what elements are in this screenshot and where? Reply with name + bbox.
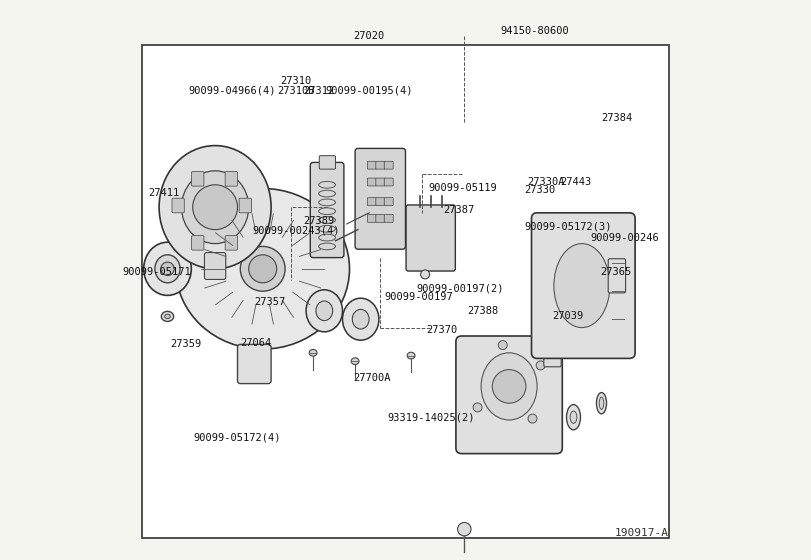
Text: 27700A: 27700A (353, 373, 391, 383)
Circle shape (473, 403, 482, 412)
Text: 27064: 27064 (240, 338, 271, 348)
Text: 94150-80600: 94150-80600 (500, 26, 569, 36)
Ellipse shape (596, 393, 607, 414)
Circle shape (240, 246, 285, 291)
FancyBboxPatch shape (608, 259, 625, 293)
Ellipse shape (165, 314, 170, 319)
Text: 90099-05171: 90099-05171 (122, 267, 191, 277)
Text: 27310: 27310 (281, 76, 312, 86)
FancyBboxPatch shape (320, 156, 336, 169)
Text: 93319-14025(2): 93319-14025(2) (388, 412, 475, 422)
FancyBboxPatch shape (375, 214, 384, 222)
Text: 27020: 27020 (354, 31, 384, 41)
Text: 90099-04966(4): 90099-04966(4) (188, 86, 276, 96)
Ellipse shape (554, 244, 610, 328)
Ellipse shape (342, 298, 379, 340)
Text: 27310B: 27310B (277, 86, 315, 96)
FancyBboxPatch shape (367, 161, 376, 169)
Text: 27039: 27039 (552, 311, 584, 321)
FancyBboxPatch shape (238, 344, 271, 384)
FancyBboxPatch shape (384, 178, 393, 186)
Ellipse shape (161, 311, 174, 321)
Ellipse shape (567, 404, 581, 430)
Text: 27411: 27411 (148, 188, 179, 198)
FancyBboxPatch shape (375, 161, 384, 169)
FancyBboxPatch shape (384, 161, 393, 169)
FancyBboxPatch shape (191, 236, 204, 250)
Circle shape (249, 255, 277, 283)
FancyBboxPatch shape (142, 45, 669, 538)
Text: 90099-00197(2): 90099-00197(2) (417, 283, 504, 293)
Ellipse shape (599, 397, 603, 409)
Ellipse shape (176, 189, 350, 349)
Circle shape (528, 414, 537, 423)
Ellipse shape (351, 358, 359, 365)
Text: 27357: 27357 (255, 297, 285, 307)
Text: 27370: 27370 (427, 325, 457, 335)
Text: 90099-05172(3): 90099-05172(3) (524, 222, 611, 232)
FancyBboxPatch shape (204, 253, 225, 279)
Text: 27388: 27388 (467, 306, 499, 316)
FancyBboxPatch shape (355, 148, 406, 249)
Text: 27384: 27384 (601, 113, 633, 123)
Text: 90099-00197: 90099-00197 (384, 292, 453, 302)
FancyBboxPatch shape (239, 198, 251, 213)
Text: 90099-05119: 90099-05119 (429, 183, 498, 193)
Ellipse shape (407, 352, 415, 359)
FancyBboxPatch shape (172, 198, 184, 213)
FancyBboxPatch shape (191, 171, 204, 186)
Ellipse shape (182, 171, 249, 244)
Text: 27330A: 27330A (527, 177, 564, 187)
Ellipse shape (155, 255, 180, 283)
Text: 27365: 27365 (600, 267, 631, 277)
FancyBboxPatch shape (531, 213, 635, 358)
Circle shape (457, 522, 471, 536)
Ellipse shape (570, 411, 577, 423)
FancyBboxPatch shape (384, 198, 393, 206)
FancyBboxPatch shape (375, 198, 384, 206)
Circle shape (421, 270, 430, 279)
Text: 27443: 27443 (560, 177, 592, 187)
Text: 27312: 27312 (303, 86, 334, 96)
Text: 90099-00195(4): 90099-00195(4) (325, 86, 413, 96)
FancyBboxPatch shape (367, 214, 376, 222)
Text: 27387: 27387 (443, 205, 474, 215)
FancyBboxPatch shape (225, 236, 238, 250)
FancyBboxPatch shape (375, 178, 384, 186)
Ellipse shape (352, 310, 369, 329)
FancyBboxPatch shape (406, 205, 455, 271)
FancyBboxPatch shape (544, 349, 561, 367)
Circle shape (536, 361, 545, 370)
Text: 190917-A: 190917-A (615, 528, 669, 538)
Text: 27359: 27359 (170, 339, 202, 349)
Circle shape (498, 340, 507, 349)
Ellipse shape (481, 353, 537, 420)
Ellipse shape (144, 242, 191, 296)
FancyBboxPatch shape (367, 178, 376, 186)
FancyBboxPatch shape (225, 171, 238, 186)
Circle shape (161, 262, 174, 276)
Text: 90099-05172(4): 90099-05172(4) (194, 433, 281, 443)
Ellipse shape (309, 349, 317, 356)
Ellipse shape (159, 146, 271, 269)
Ellipse shape (306, 290, 342, 332)
Text: 90099-00246: 90099-00246 (590, 233, 659, 243)
FancyBboxPatch shape (384, 214, 393, 222)
FancyBboxPatch shape (367, 198, 376, 206)
Text: 27389: 27389 (303, 216, 334, 226)
Text: 27330: 27330 (524, 185, 556, 195)
Text: 90099-00243(4): 90099-00243(4) (252, 226, 340, 236)
Circle shape (492, 370, 526, 403)
Ellipse shape (316, 301, 333, 321)
Circle shape (193, 185, 238, 230)
FancyBboxPatch shape (311, 162, 344, 258)
FancyBboxPatch shape (456, 336, 562, 454)
